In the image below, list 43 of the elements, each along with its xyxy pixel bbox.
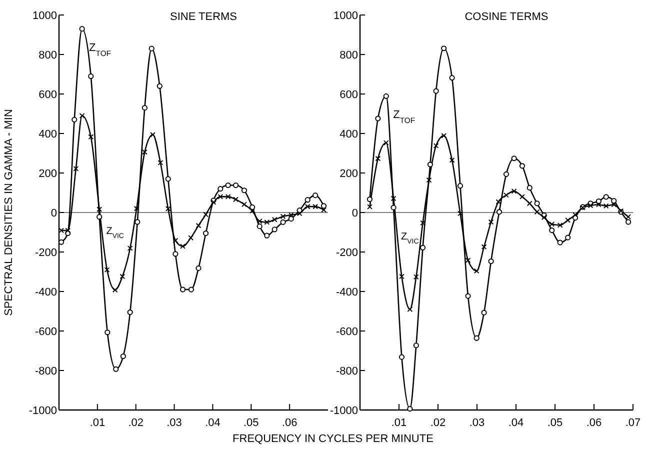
y-tick-label: 0	[50, 207, 57, 220]
y-tick-label: 1000	[32, 10, 57, 22]
y-tick-label: -1000	[330, 404, 358, 417]
y-tick-label: -200	[34, 246, 57, 259]
series-label: Z$_{VIC}$	[106, 226, 124, 240]
x-tick-label: .07	[625, 417, 641, 429]
x-tick-label: .04	[205, 417, 220, 429]
x-tick-label: .05	[547, 417, 563, 429]
y-tick-label: 600	[38, 88, 57, 101]
y-tick-label: 400	[38, 128, 57, 140]
x-tick-label: .02	[128, 417, 144, 429]
x-tick-label: .06	[586, 417, 602, 429]
y-tick-label: 200	[38, 168, 57, 180]
y-tick-label: -400	[336, 286, 358, 298]
y-tick-label: -400	[34, 286, 57, 298]
x-axis-title: FREQUENCY IN CYCLES PER MINUTE	[232, 433, 434, 445]
y-tick-label: -800	[336, 365, 358, 378]
y-tick-label: -1000	[28, 404, 57, 417]
x-tick-label: .04	[508, 417, 524, 429]
y-tick-label: 200	[340, 168, 358, 180]
y-tick-label: 1000	[334, 10, 358, 22]
chart-title: SINE TERMS	[170, 11, 238, 23]
series-label: Z$_{VIC}$	[401, 232, 419, 246]
x-tick-label: .01	[391, 417, 407, 429]
series-label: Z$_{TOF}$	[393, 109, 416, 125]
y-tick-label: -600	[336, 326, 358, 338]
x-tick-label: .05	[243, 417, 259, 429]
x-tick-label: .03	[469, 417, 485, 429]
x-tick-label: .02	[430, 417, 446, 429]
y-tick-label: 800	[38, 49, 57, 62]
x-tick-label: .06	[282, 417, 298, 429]
x-tick-label: .03	[166, 417, 182, 429]
series-label: Z$_{TOF}$	[89, 42, 112, 58]
y-tick-label: -800	[34, 365, 57, 378]
y-axis-title: SPECTRAL DENSITIES IN GAMMA - MIN	[3, 109, 15, 316]
y-tick-label: 400	[340, 128, 358, 140]
x-tick-label: .01	[90, 417, 106, 429]
y-tick-label: 0	[352, 207, 358, 220]
chart-title: COSINE TERMS	[464, 11, 548, 23]
y-tick-label: 800	[340, 49, 358, 62]
y-tick-label: -600	[34, 326, 57, 338]
y-tick-label: 600	[340, 88, 358, 101]
y-tick-label: -200	[336, 246, 358, 259]
